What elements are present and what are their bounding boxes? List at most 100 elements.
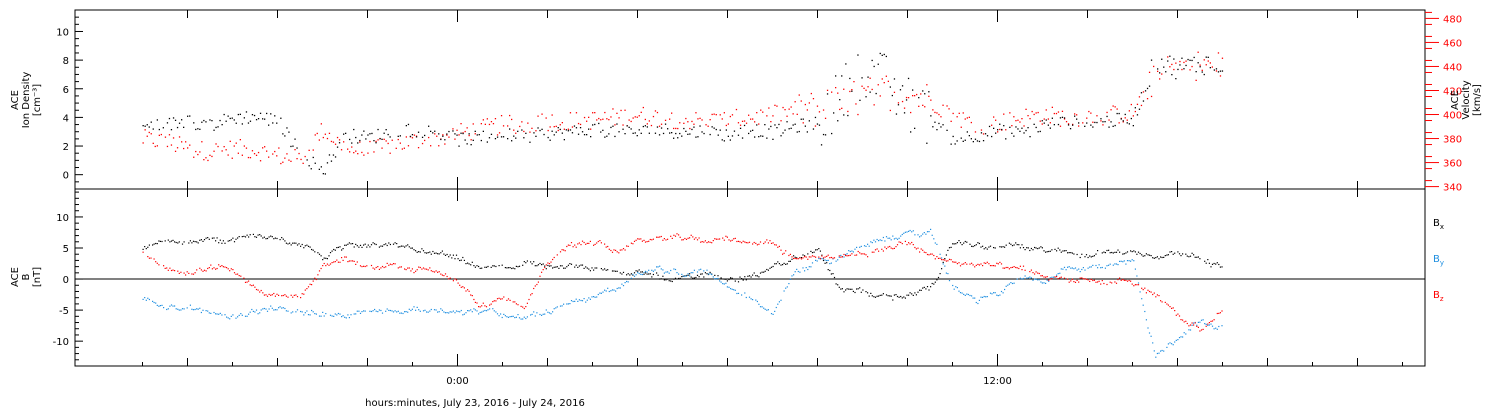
density-point (642, 125, 644, 128)
bx-point (761, 271, 763, 273)
velocity-point (705, 124, 707, 126)
by-point (930, 228, 932, 230)
density-point (1114, 124, 1116, 127)
density-point (1128, 123, 1130, 125)
by-point (279, 306, 281, 308)
bx-point (1063, 250, 1066, 252)
bz-point (618, 252, 620, 254)
velocity-point (1013, 116, 1015, 118)
density-point (565, 129, 567, 131)
by-point (304, 312, 306, 314)
density-point (187, 115, 189, 117)
by-point (893, 238, 895, 240)
velocity-point (551, 114, 553, 116)
by-point (418, 309, 420, 311)
bx-point (1034, 246, 1036, 249)
velocity-point (1167, 56, 1169, 58)
by-point (270, 305, 272, 307)
bx-point (192, 240, 195, 242)
velocity-point (421, 142, 424, 145)
velocity-point (709, 119, 711, 121)
density-point (612, 125, 614, 127)
bz-point (444, 273, 447, 275)
velocity-point (841, 107, 843, 109)
by-point (548, 312, 551, 314)
velocity-point (1025, 108, 1027, 110)
velocity-point (197, 153, 199, 156)
velocity-point (1128, 110, 1130, 112)
velocity-point (298, 152, 300, 155)
by-point (919, 236, 921, 238)
by-point (572, 300, 574, 303)
bz-point (268, 293, 270, 295)
bz-point (1056, 276, 1058, 278)
density-point (833, 112, 835, 114)
bz-point (917, 247, 919, 249)
density-point (1045, 119, 1047, 121)
bx-point (389, 243, 391, 246)
density-point (286, 127, 288, 129)
bz-point (1079, 277, 1081, 279)
bz-point (437, 271, 439, 273)
by-point (925, 233, 927, 235)
bx-point (207, 237, 209, 239)
density-point (148, 126, 150, 128)
by-point (982, 296, 984, 298)
by-point (273, 309, 275, 311)
velocity-point (598, 117, 600, 120)
bz-point (673, 234, 675, 236)
by-point (1079, 271, 1081, 273)
bz-point (318, 270, 321, 272)
bz-point (255, 288, 258, 291)
bx-point (988, 246, 990, 248)
bx-point (892, 299, 894, 301)
by-point (155, 302, 157, 304)
density-point (766, 137, 768, 139)
by-point (181, 308, 184, 310)
density-point (938, 122, 940, 125)
bz-point (300, 297, 302, 299)
bz-point (278, 294, 280, 296)
bx-point (848, 288, 850, 290)
bz-point (884, 246, 886, 248)
bz-point (1089, 280, 1091, 282)
by-point (763, 307, 765, 309)
density-point (980, 132, 983, 134)
by-point (156, 304, 158, 306)
by-point (1013, 282, 1015, 284)
bz-point (578, 242, 580, 244)
bz-point (1171, 307, 1173, 309)
by-point (1100, 267, 1102, 269)
by-point (1030, 277, 1032, 279)
bz-point (900, 241, 902, 243)
velocity-point (1072, 123, 1074, 126)
velocity-point (438, 145, 440, 147)
density-point (954, 143, 956, 145)
by-point (871, 242, 873, 244)
bx-point (734, 280, 736, 282)
by-point (259, 312, 261, 314)
by-point (811, 262, 814, 264)
velocity-point (741, 120, 744, 122)
by-point (507, 316, 510, 318)
bx-point (279, 239, 281, 241)
density-point (517, 130, 519, 132)
bx-point (164, 240, 166, 242)
density-point (1013, 135, 1015, 137)
by-point (1199, 321, 1201, 323)
velocity-point (233, 145, 235, 147)
density-point (590, 136, 592, 138)
bx-point (314, 251, 316, 253)
velocity-point (1005, 129, 1007, 131)
bz-point (766, 239, 768, 241)
by-point (906, 231, 908, 233)
bx-point (829, 269, 831, 272)
density-point (891, 94, 893, 97)
density-point (464, 139, 466, 141)
density-point (513, 135, 515, 137)
bx-point (934, 281, 936, 283)
by-point (1200, 319, 1203, 321)
bx-point (561, 265, 563, 267)
by-point (706, 269, 708, 271)
